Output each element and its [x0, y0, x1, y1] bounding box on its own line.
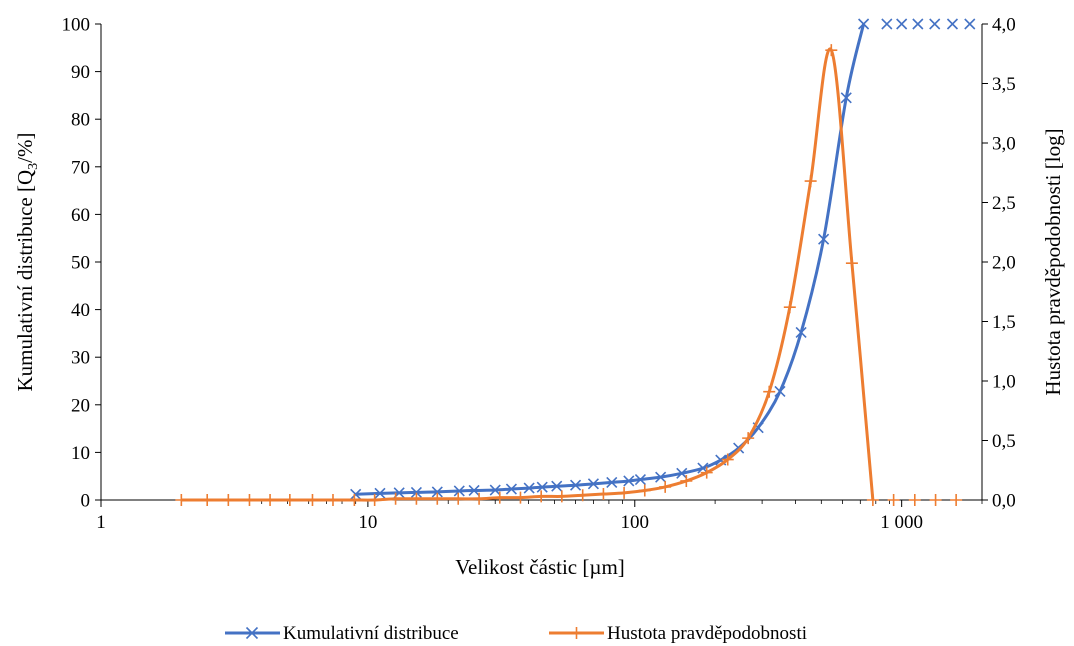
data-point-hustota — [846, 257, 858, 269]
data-point-hustota — [201, 494, 213, 506]
legend: Kumulativní distribuce Hustota pravděpod… — [225, 623, 807, 644]
y-tick-label: 80 — [71, 110, 90, 131]
y-tick-label: 20 — [71, 395, 90, 416]
y-tick-label: 10 — [71, 443, 90, 464]
data-point-hustota — [909, 494, 921, 506]
y-tick-label: 40 — [71, 300, 90, 321]
x-tick-label: 10 — [358, 512, 377, 533]
y-tick-label: 0 — [81, 491, 91, 512]
axes: 1 10 100 1 000 0 10 20 30 40 50 60 70 80 90 100 0,0 0,5 1… — [62, 15, 1016, 534]
data-point-hustota — [950, 494, 962, 506]
data-point-hustota — [243, 494, 255, 506]
data-point-hustota — [805, 175, 817, 187]
series-line-kumulativni — [356, 24, 864, 494]
y-axis-title-subscript: 3 — [26, 163, 41, 170]
data-point-hustota — [390, 493, 402, 505]
series-line-hustota — [181, 49, 873, 500]
data-point-hustota — [556, 490, 568, 502]
data-point-hustota — [348, 494, 360, 506]
data-point-hustota — [222, 494, 234, 506]
y-tick-label: 30 — [71, 348, 90, 369]
data-point-hustota — [473, 493, 485, 505]
data-point-kumulativni — [882, 19, 892, 29]
y2-axis-title: Hustota pravděpodobnosti [log] — [1041, 128, 1065, 395]
y2-tick-label: 2,5 — [992, 193, 1016, 214]
y-tick-label: 90 — [71, 62, 90, 83]
x-tick-label: 1 000 — [880, 512, 923, 533]
y-tick-label: 100 — [62, 15, 91, 36]
data-point-hustota — [577, 489, 589, 501]
data-point-hustota — [680, 475, 692, 487]
data-point-hustota — [327, 494, 339, 506]
data-point-hustota — [369, 494, 381, 506]
y2-tick-label: 3,0 — [992, 134, 1016, 155]
series-layer — [175, 19, 974, 506]
y2-tick-label: 3,5 — [992, 74, 1016, 95]
data-point-hustota — [284, 494, 296, 506]
data-point-kumulativni — [913, 19, 923, 29]
data-point-hustota — [888, 494, 900, 506]
y-axis-title-main: Kumulativní distribuce [Q — [13, 170, 37, 392]
legend-item-hustota: Hustota pravděpodobnosti — [549, 623, 807, 644]
data-point-hustota — [264, 494, 276, 506]
legend-label-kumulativni: Kumulativní distribuce — [283, 623, 459, 644]
y-axis-title-tail: /%] — [13, 133, 37, 163]
y2-tick-label: 1,0 — [992, 372, 1016, 393]
data-point-hustota — [763, 386, 775, 398]
data-point-hustota — [639, 484, 651, 496]
y2-tick-label: 4,0 — [992, 15, 1016, 36]
legend-item-kumulativni: Kumulativní distribuce — [225, 623, 459, 644]
data-point-hustota — [659, 481, 671, 493]
x-axis-title: Velikost částic [µm] — [455, 555, 625, 579]
y-tick-label: 70 — [71, 157, 90, 178]
x-tick-label: 1 — [96, 512, 106, 533]
data-point-hustota — [784, 301, 796, 313]
data-point-hustota — [175, 494, 187, 506]
y-axis-title: Kumulativní distribuce [Q3/%] — [13, 133, 41, 392]
y2-tick-label: 2,0 — [992, 253, 1016, 274]
data-point-hustota — [618, 487, 630, 499]
data-point-hustota — [597, 488, 609, 500]
data-point-kumulativni — [947, 19, 957, 29]
data-point-hustota — [410, 493, 422, 505]
data-point-kumulativni — [897, 19, 907, 29]
y-tick-label: 50 — [71, 253, 90, 274]
data-point-hustota — [306, 494, 318, 506]
y2-tick-label: 0,0 — [992, 491, 1016, 512]
data-point-hustota — [431, 493, 443, 505]
data-point-kumulativni — [930, 19, 940, 29]
data-point-hustota — [535, 490, 547, 502]
series-kumulativni — [351, 19, 975, 499]
legend-label-hustota: Hustota pravděpodobnosti — [607, 623, 807, 644]
data-point-hustota — [930, 494, 942, 506]
y-tick-label: 60 — [71, 205, 90, 226]
x-tick-label: 100 — [621, 512, 650, 533]
data-point-hustota — [867, 494, 879, 506]
y2-tick-label: 1,5 — [992, 312, 1016, 333]
legend-marker-plus-icon — [571, 627, 583, 639]
y2-tick-label: 0,5 — [992, 431, 1016, 452]
data-point-kumulativni — [965, 19, 975, 29]
